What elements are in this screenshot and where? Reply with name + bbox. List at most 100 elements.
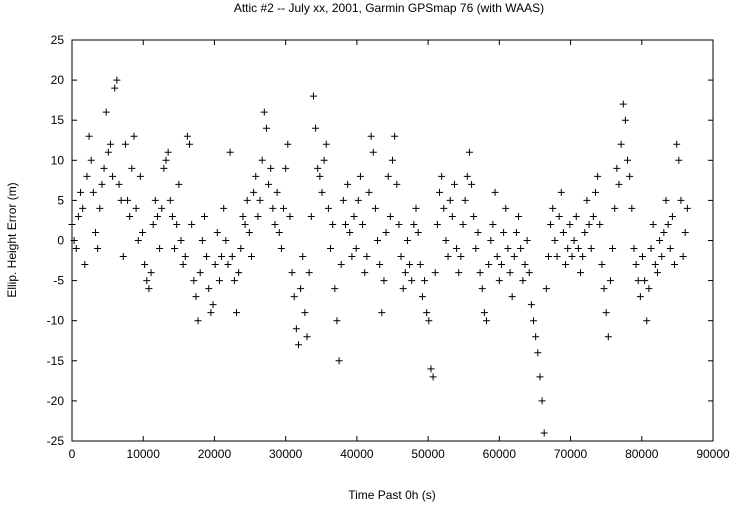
data-point bbox=[406, 261, 414, 269]
data-point bbox=[309, 92, 317, 100]
data-point bbox=[318, 188, 326, 196]
data-point bbox=[190, 277, 198, 285]
data-point bbox=[228, 253, 236, 261]
data-point bbox=[527, 301, 535, 309]
data-point bbox=[77, 188, 85, 196]
data-point bbox=[519, 277, 527, 285]
data-point bbox=[675, 156, 683, 164]
data-point bbox=[303, 333, 311, 341]
data-point bbox=[626, 172, 634, 180]
data-point bbox=[143, 277, 151, 285]
data-point bbox=[517, 245, 525, 253]
data-point bbox=[145, 285, 153, 293]
data-point bbox=[660, 228, 668, 236]
data-point bbox=[207, 309, 215, 317]
data-point bbox=[436, 188, 444, 196]
x-tick-label: 70000 bbox=[554, 447, 588, 461]
data-point bbox=[111, 84, 119, 92]
data-point bbox=[89, 188, 97, 196]
data-point bbox=[241, 220, 249, 228]
data-point bbox=[156, 245, 164, 253]
data-point bbox=[465, 148, 473, 156]
data-point bbox=[316, 172, 324, 180]
data-point bbox=[515, 212, 523, 220]
data-point bbox=[666, 245, 674, 253]
data-point bbox=[256, 196, 264, 204]
data-point bbox=[371, 204, 379, 212]
data-point bbox=[476, 269, 484, 277]
data-point bbox=[384, 172, 392, 180]
data-point bbox=[213, 228, 221, 236]
data-point bbox=[412, 204, 420, 212]
data-point bbox=[444, 253, 452, 261]
data-point bbox=[506, 269, 514, 277]
data-point bbox=[72, 245, 80, 253]
data-point bbox=[463, 172, 471, 180]
data-point bbox=[258, 156, 266, 164]
data-point bbox=[468, 180, 476, 188]
data-point bbox=[307, 212, 315, 220]
data-point bbox=[181, 253, 189, 261]
data-point bbox=[523, 237, 531, 244]
data-point bbox=[673, 140, 681, 148]
data-point bbox=[568, 253, 576, 261]
data-point bbox=[339, 196, 347, 204]
data-point bbox=[421, 277, 429, 285]
axis-ticks: 0 10000 20000 30000 40000 50000 60000 70000 8000… bbox=[47, 33, 730, 461]
data-point bbox=[619, 100, 627, 108]
data-point bbox=[380, 277, 388, 285]
x-tick-label: 30000 bbox=[269, 447, 303, 461]
data-point bbox=[450, 180, 458, 188]
data-point bbox=[382, 228, 390, 236]
data-point bbox=[393, 180, 401, 188]
data-point bbox=[230, 277, 238, 285]
data-point bbox=[211, 261, 219, 269]
data-point bbox=[658, 253, 666, 261]
x-tick-label: 10000 bbox=[127, 447, 161, 461]
data-point bbox=[282, 164, 290, 172]
x-tick-label: 60000 bbox=[483, 447, 517, 461]
data-point bbox=[320, 156, 328, 164]
data-point bbox=[151, 196, 159, 204]
data-point bbox=[70, 237, 78, 244]
data-point bbox=[651, 261, 659, 269]
data-point bbox=[403, 237, 411, 244]
data-point bbox=[455, 269, 463, 277]
data-point bbox=[478, 285, 486, 293]
data-point bbox=[418, 293, 426, 301]
data-point bbox=[508, 293, 516, 301]
plot-frame bbox=[71, 39, 714, 442]
data-point bbox=[324, 204, 332, 212]
data-point bbox=[173, 220, 181, 228]
data-point bbox=[574, 245, 582, 253]
data-point bbox=[542, 285, 550, 293]
data-point bbox=[280, 204, 288, 212]
data-point bbox=[423, 309, 431, 317]
data-point bbox=[656, 237, 664, 244]
data-point bbox=[292, 325, 300, 333]
data-point bbox=[312, 124, 320, 132]
data-point bbox=[677, 196, 685, 204]
data-point bbox=[139, 228, 147, 236]
data-point bbox=[130, 132, 138, 140]
data-point bbox=[570, 237, 578, 244]
data-point bbox=[74, 212, 82, 220]
data-point bbox=[632, 261, 640, 269]
data-point bbox=[431, 269, 439, 277]
data-point bbox=[664, 220, 672, 228]
data-point bbox=[286, 212, 294, 220]
data-point bbox=[641, 277, 649, 285]
y-tick-label: 20 bbox=[51, 73, 65, 87]
data-point bbox=[104, 148, 112, 156]
data-point bbox=[433, 220, 441, 228]
x-tick-label: 80000 bbox=[625, 447, 659, 461]
data-point bbox=[369, 148, 377, 156]
data-point bbox=[679, 253, 687, 261]
data-point bbox=[587, 245, 595, 253]
data-point bbox=[136, 172, 144, 180]
data-point bbox=[162, 156, 170, 164]
data-point bbox=[179, 261, 187, 269]
data-point bbox=[356, 172, 364, 180]
data-point bbox=[200, 212, 208, 220]
data-point bbox=[365, 188, 373, 196]
